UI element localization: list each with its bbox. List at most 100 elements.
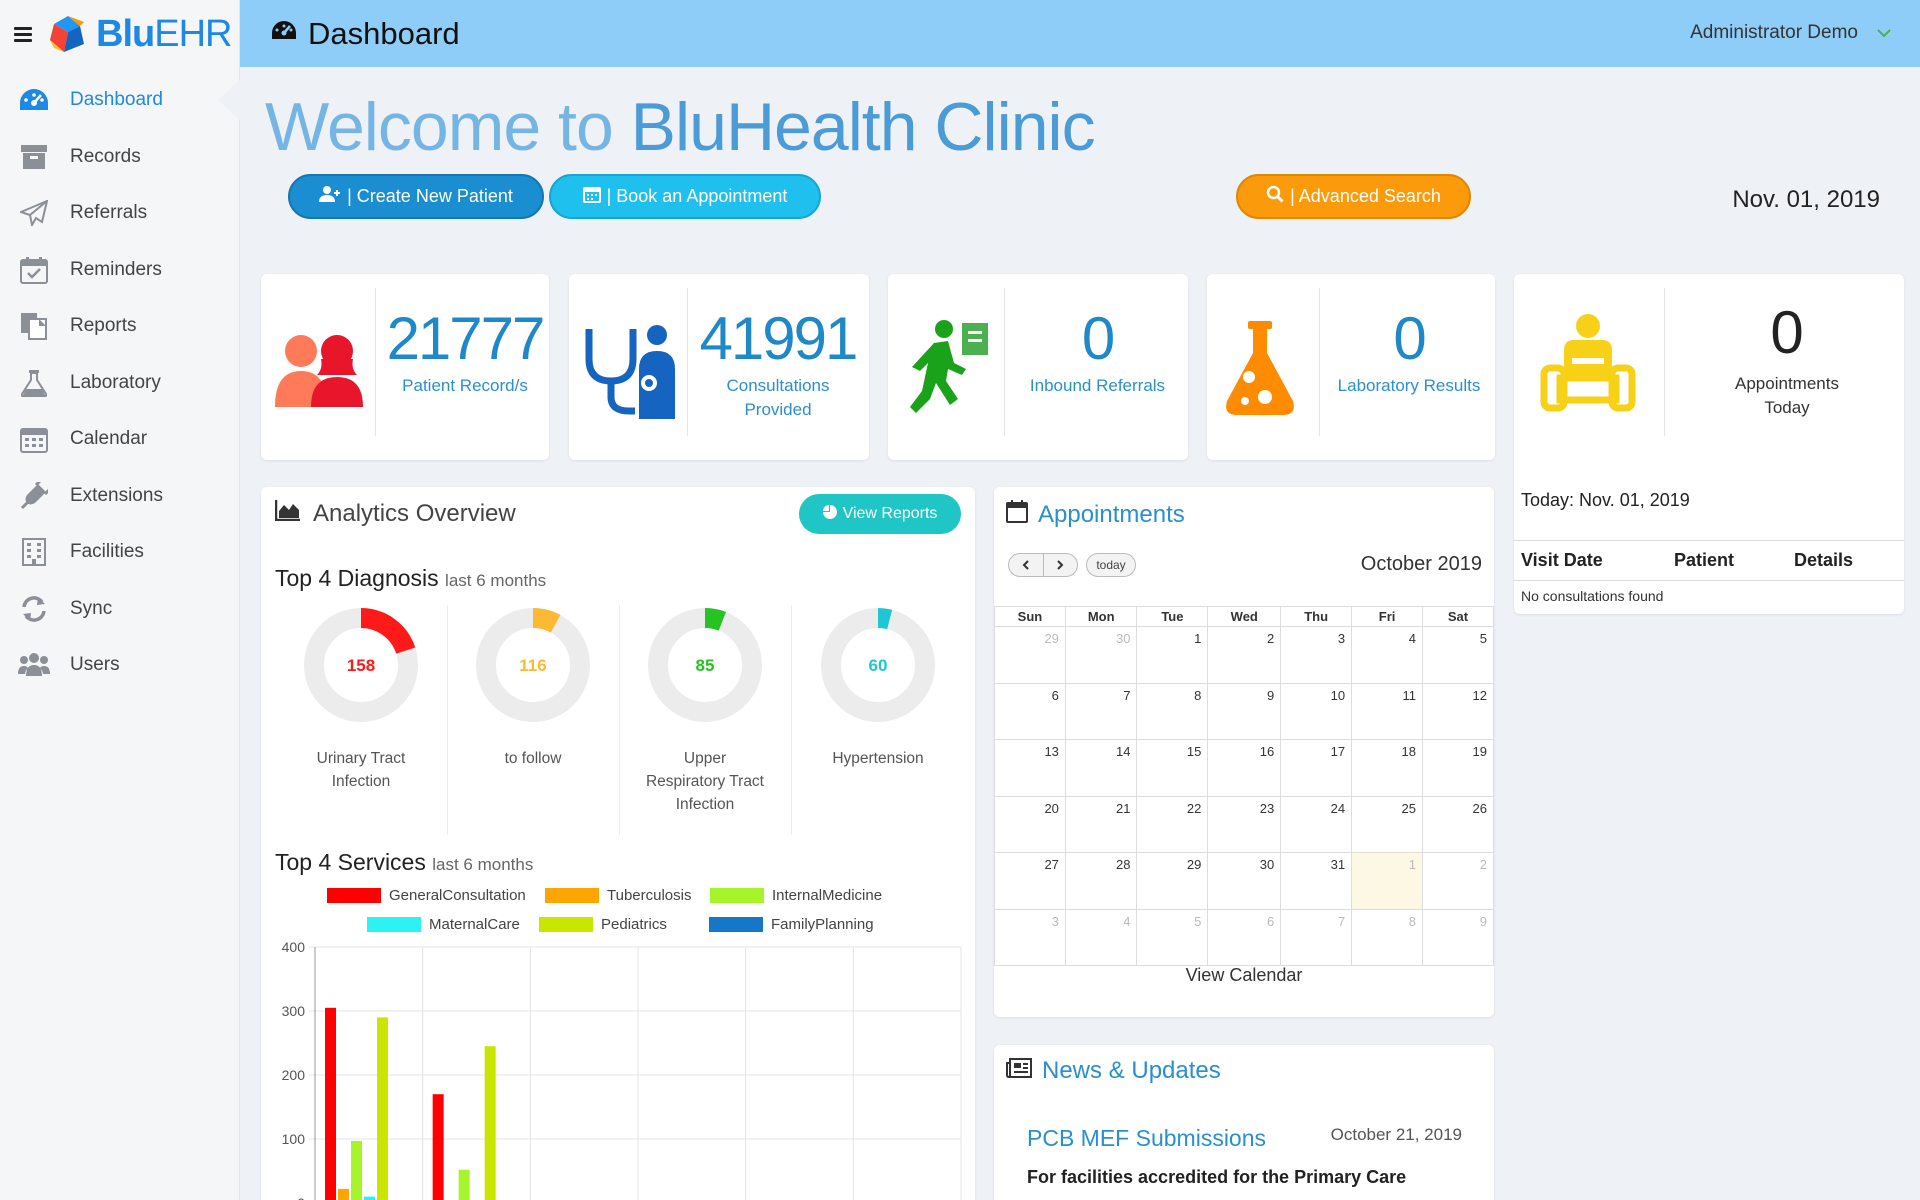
calendar-day-cell[interactable]: 9 xyxy=(1422,908,1494,966)
sidebar-item-calendar[interactable]: Calendar xyxy=(0,411,239,468)
calendar-day-cell[interactable]: 10 xyxy=(1280,682,1353,740)
calendar-day-cell[interactable]: 28 xyxy=(1064,852,1138,910)
calendar-day-cell[interactable]: 31 xyxy=(1280,852,1353,910)
calendar-day-cell[interactable]: 15 xyxy=(1136,739,1209,797)
calendar-day-cell[interactable]: 5 xyxy=(1422,626,1494,684)
consultations-card[interactable]: 41991 Consultations Provided xyxy=(569,274,869,460)
calendar-day-cell[interactable]: 27 xyxy=(994,852,1066,910)
legend-item[interactable]: InternalMedicine xyxy=(710,887,882,904)
calendar-day-cell[interactable]: 11 xyxy=(1351,682,1424,740)
legend-item[interactable]: GeneralConsultation xyxy=(327,887,526,904)
calendar-day-cell[interactable]: 7 xyxy=(1064,682,1138,740)
calendar-day-cell[interactable]: 8 xyxy=(1136,682,1209,740)
sidebar-item-dashboard[interactable]: Dashboard xyxy=(0,72,240,129)
calendar-day-cell[interactable]: 19 xyxy=(1422,739,1494,797)
calendar-day-cell[interactable]: 24 xyxy=(1280,795,1353,853)
sidebar-item-label: Sync xyxy=(70,597,113,619)
calendar-day-cell[interactable]: 9 xyxy=(1207,682,1282,740)
advanced-search-button[interactable]: | Advanced Search xyxy=(1236,174,1471,219)
view-calendar-link[interactable]: View Calendar xyxy=(1185,965,1303,985)
consultations-count: 41991 xyxy=(699,305,859,372)
news-panel: News & Updates PCB MEF Submissions Octob… xyxy=(994,1045,1494,1200)
sidebar-item-sync[interactable]: Sync xyxy=(0,581,239,638)
column-patient[interactable]: Patient xyxy=(1674,550,1735,570)
patients-icon xyxy=(271,329,366,414)
calendar-day-cell[interactable]: 2 xyxy=(1207,626,1282,684)
sidebar-item-reminders[interactable]: Reminders xyxy=(0,242,239,299)
calendar-day-cell[interactable]: 26 xyxy=(1422,795,1494,853)
legend-item[interactable]: FamilyPlanning xyxy=(709,916,874,933)
bar-pediatrics-2[interactable] xyxy=(484,1046,496,1200)
user-menu[interactable]: Administrator Demo xyxy=(1690,22,1892,44)
book-appointment-button[interactable]: | Book an Appointment xyxy=(549,174,821,219)
calendar-day-cell[interactable]: 30 xyxy=(1207,852,1282,910)
sidebar-item-users[interactable]: Users xyxy=(0,637,239,694)
calendar-day-cell[interactable]: 3 xyxy=(994,908,1066,966)
calendar-day-cell[interactable]: 6 xyxy=(994,682,1066,740)
bar-generalconsultation-2[interactable] xyxy=(432,1094,444,1200)
calendar-day-cell[interactable]: 29 xyxy=(994,626,1066,684)
sidebar-item-extensions[interactable]: Extensions xyxy=(0,468,239,525)
calendar-day-cell[interactable]: 21 xyxy=(1064,795,1138,853)
column-visit-date[interactable]: Visit Date xyxy=(1521,550,1603,570)
next-month-button[interactable] xyxy=(1044,554,1078,576)
calendar-day-cell[interactable]: 6 xyxy=(1207,908,1282,966)
sidebar-nav: Dashboard Records Referrals Reminders Report… xyxy=(0,72,240,694)
calendar-day-cell[interactable]: 1 xyxy=(1136,626,1209,684)
calendar-day-cell[interactable]: 30 xyxy=(1064,626,1138,684)
sidebar-item-reports[interactable]: Reports xyxy=(0,298,239,355)
prev-month-button[interactable] xyxy=(1009,554,1044,576)
copy-document-icon xyxy=(18,310,50,342)
bar-tuberculosis-1[interactable] xyxy=(338,1188,349,1200)
sidebar-item-label: Referrals xyxy=(70,202,148,224)
calendar-day-cell[interactable]: 23 xyxy=(1207,795,1282,853)
calendar-day-cell[interactable]: 4 xyxy=(1351,626,1424,684)
column-details[interactable]: Details xyxy=(1794,550,1854,570)
sidebar-item-records[interactable]: Records xyxy=(0,129,239,186)
bar-maternalcare-1[interactable] xyxy=(364,1196,375,1200)
bar-internalmedicine-1[interactable] xyxy=(351,1140,362,1200)
calendar-day-cell[interactable]: 5 xyxy=(1136,908,1209,966)
calendar-day-cell[interactable]: 14 xyxy=(1064,739,1138,797)
calendar-day-cell[interactable]: 7 xyxy=(1280,908,1353,966)
bar-generalconsultation-1[interactable] xyxy=(325,1007,336,1200)
today-button[interactable]: today xyxy=(1086,553,1136,577)
calendar-day-cell[interactable]: 20 xyxy=(994,795,1066,853)
calendar-icon xyxy=(582,185,601,208)
calendar-day-cell[interactable]: 25 xyxy=(1351,795,1424,853)
calendar-day-cell[interactable]: 2 xyxy=(1422,852,1494,910)
newspaper-icon xyxy=(1006,1057,1032,1085)
news-headline[interactable]: PCB MEF Submissions xyxy=(1027,1125,1267,1151)
calendar-day-cell[interactable]: 29 xyxy=(1136,852,1209,910)
calendar-day-cell[interactable]: 3 xyxy=(1280,626,1353,684)
view-reports-button[interactable]: View Reports xyxy=(799,494,961,534)
area-chart-icon xyxy=(274,499,301,528)
patient-records-card[interactable]: 21777 Patient Record/s xyxy=(261,274,549,460)
legend-item[interactable]: Tuberculosis xyxy=(545,887,691,904)
app-name: BluEHR xyxy=(96,12,232,55)
calendar-day-cell[interactable]: 18 xyxy=(1351,739,1424,797)
create-new-patient-button[interactable]: | Create New Patient xyxy=(288,174,544,219)
no-consultations-message: No consultations found xyxy=(1521,588,1664,604)
calendar-day-cell[interactable]: 4 xyxy=(1064,908,1138,966)
calendar-day-cell[interactable]: 13 xyxy=(994,739,1066,797)
hamburger-menu-icon[interactable] xyxy=(14,24,32,45)
sidebar-item-referrals[interactable]: Referrals xyxy=(0,185,239,242)
calendar-day-cell[interactable]: 22 xyxy=(1136,795,1209,853)
calendar-day-cell[interactable]: 8 xyxy=(1351,908,1424,966)
laboratory-results-card[interactable]: 0 Laboratory Results xyxy=(1207,274,1495,460)
calendar-day-cell[interactable]: 12 xyxy=(1422,682,1494,740)
user-plus-icon xyxy=(319,185,341,208)
calendar-day-cell[interactable]: 17 xyxy=(1280,739,1353,797)
bluehr-logo-icon xyxy=(46,12,90,56)
sidebar-item-facilities[interactable]: Facilities xyxy=(0,524,239,581)
bar-internalmedicine-2[interactable] xyxy=(458,1169,470,1200)
sidebar-item-laboratory[interactable]: Laboratory xyxy=(0,355,239,412)
inbound-referrals-card[interactable]: 0 Inbound Referrals xyxy=(888,274,1188,460)
legend-item[interactable]: Pediatrics xyxy=(539,916,667,933)
calendar-day-cell[interactable]: 1 xyxy=(1351,852,1424,910)
calendar-day-cell[interactable]: 16 xyxy=(1207,739,1282,797)
bar-pediatrics-1[interactable] xyxy=(377,1017,388,1200)
legend-item[interactable]: MaternalCare xyxy=(367,916,520,933)
